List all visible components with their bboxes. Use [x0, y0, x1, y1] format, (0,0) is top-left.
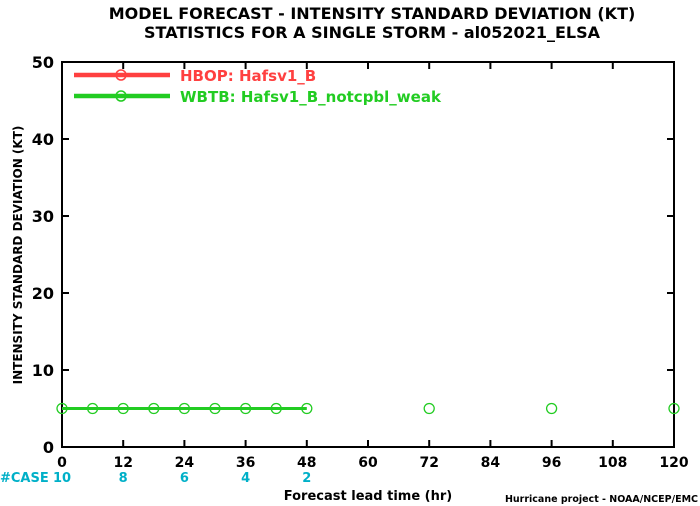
x-tick-label: 48 — [297, 455, 316, 471]
data-point — [423, 402, 435, 415]
x-tick-label: 60 — [358, 455, 378, 471]
legend-marker — [115, 90, 127, 102]
data-point — [178, 402, 191, 415]
case-count-label: 8 — [119, 471, 128, 486]
x-tick-label: 72 — [419, 455, 438, 471]
data-point — [86, 402, 99, 415]
x-axis: 0 12 24 36 48 60 72 84 96 108 120 — [57, 62, 689, 471]
data-point — [545, 402, 558, 415]
x-tick-label: 96 — [542, 455, 561, 471]
legend-label: WBTB: Hafsv1_B_notcpbl_weak — [180, 88, 442, 106]
case-count-label: 6 — [180, 471, 189, 486]
x-tick-label: 84 — [481, 455, 501, 471]
legend-label: HBOP: Hafsv1_B — [180, 67, 316, 85]
data-point — [668, 402, 680, 415]
y-tick-label: 30 — [32, 207, 54, 226]
series-layer — [56, 402, 680, 415]
y-tick-label: 0 — [43, 438, 54, 457]
data-point — [209, 402, 221, 415]
data-point — [270, 402, 282, 415]
chart-title: MODEL FORECAST - INTENSITY STANDARD DEVI… — [109, 4, 636, 23]
y-tick-label: 20 — [32, 284, 54, 303]
y-axis: 0 10 20 30 40 50 — [32, 53, 674, 457]
x-tick-label: 0 — [57, 455, 67, 471]
credit-text: Hurricane project - NOAA/NCEP/EMC — [505, 494, 698, 505]
case-count-label: 10 — [53, 471, 71, 486]
legend: HBOP: Hafsv1_B WBTB: Hafsv1_B_notcpbl_wea… — [74, 67, 442, 106]
data-point — [117, 402, 129, 415]
x-tick-label: 12 — [113, 455, 132, 471]
case-count-label: 4 — [241, 471, 250, 486]
y-tick-label: 50 — [32, 53, 54, 72]
data-point — [56, 402, 68, 415]
plot-frame — [61, 61, 675, 448]
data-point — [148, 402, 160, 415]
x-tick-label: 108 — [598, 455, 627, 471]
chart-subtitle: STATISTICS FOR A SINGLE STORM - al052021… — [144, 23, 601, 42]
case-count-label: 2 — [302, 471, 311, 486]
case-count-row: #CASE 10 8 6 4 2 — [0, 471, 311, 486]
x-tick-label: 24 — [175, 455, 195, 471]
case-label: #CASE — [0, 471, 49, 486]
data-point — [301, 402, 313, 415]
x-tick-label: 36 — [236, 455, 255, 471]
x-axis-label: Forecast lead time (hr) — [284, 489, 452, 504]
x-tick-label: 120 — [659, 455, 688, 471]
y-axis-label: INTENSITY STANDARD DEVIATION (KT) — [11, 126, 25, 385]
data-point — [239, 402, 252, 415]
y-tick-label: 10 — [32, 361, 54, 380]
y-tick-label: 40 — [32, 130, 54, 149]
legend-marker — [115, 69, 127, 81]
